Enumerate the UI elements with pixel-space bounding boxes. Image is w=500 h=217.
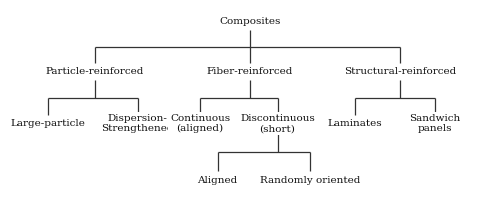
Text: Randomly oriented: Randomly oriented [260,176,360,185]
Text: Particle-reinforced: Particle-reinforced [46,67,144,76]
Text: Sandwich
panels: Sandwich panels [410,114,461,133]
Text: Structural-reinforced: Structural-reinforced [344,67,456,76]
Text: Aligned: Aligned [198,176,237,185]
Text: Large-particle: Large-particle [10,119,85,128]
Text: Fiber-reinforced: Fiber-reinforced [207,67,293,76]
Text: Laminates: Laminates [328,119,382,128]
Text: Continuous
(aligned): Continuous (aligned) [170,114,230,133]
Text: Discontinuous
(short): Discontinuous (short) [240,114,315,133]
Text: Dispersion-
Strengthened: Dispersion- Strengthened [101,114,174,133]
Text: Composites: Composites [220,17,280,26]
